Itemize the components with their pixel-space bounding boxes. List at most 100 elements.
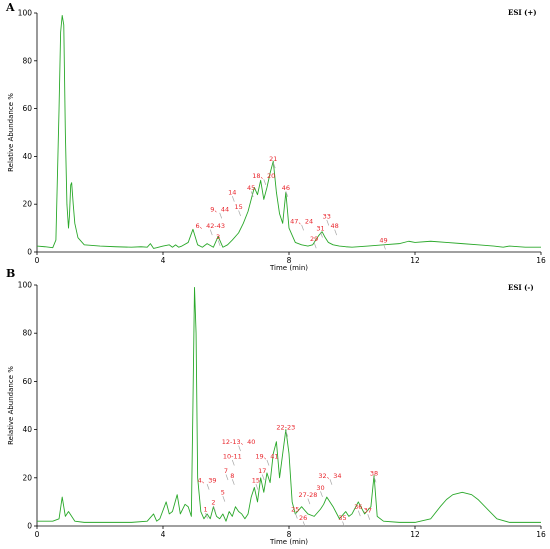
peak-leader-line	[205, 512, 208, 519]
peak-label: 22-23	[276, 424, 295, 432]
x-tick-label: 4	[161, 530, 166, 539]
y-axis-label: Relative Abundance %	[7, 366, 15, 445]
mode-label: ESI (+)	[508, 8, 537, 17]
peak-label: 29	[310, 235, 318, 243]
peak-leader-line	[206, 484, 210, 490]
peak-label: 32、34	[318, 472, 341, 480]
mode-label: ESI (-)	[508, 283, 534, 292]
peak-leader-line	[329, 479, 333, 485]
peak-leader-line	[334, 229, 338, 236]
y-tick-label: 80	[22, 329, 32, 338]
peak-label: 3	[216, 233, 220, 241]
peak-leader-line	[238, 210, 241, 217]
chromatogram-trace	[36, 14, 541, 249]
peak-label: 26	[299, 514, 307, 522]
peak-leader-line	[231, 196, 235, 202]
x-tick-label: 16	[536, 530, 546, 539]
y-tick-label: 40	[22, 425, 32, 434]
peak-leader-line	[231, 479, 235, 485]
peak-leader-line	[285, 430, 289, 437]
peak-leader-line	[222, 496, 226, 502]
peak-label: 21	[269, 155, 277, 163]
panel-label: B	[6, 267, 15, 280]
peak-label: 15	[234, 203, 242, 211]
peak-label: 38	[370, 469, 378, 477]
x-axis-label: Time (min)	[269, 538, 308, 546]
peak-leader-line	[263, 179, 267, 186]
y-tick-label: 0	[27, 248, 32, 257]
peak-leader-line	[326, 219, 330, 226]
y-tick-label: 20	[22, 473, 32, 482]
peak-label: 6、42-43	[195, 222, 225, 230]
peak-label: 15	[252, 477, 260, 485]
panel-label: A	[5, 1, 15, 14]
y-tick-label: 40	[22, 152, 32, 161]
peak-label: 48	[331, 222, 339, 230]
peak-leader-line	[373, 476, 377, 483]
y-tick-label: 20	[22, 200, 32, 209]
x-tick-label: 0	[35, 256, 40, 265]
x-tick-label: 12	[410, 530, 420, 539]
y-tick-label: 0	[27, 522, 32, 531]
peak-label: 5	[221, 489, 225, 497]
peak-leader-line	[250, 191, 254, 197]
peak-leader-line	[238, 445, 241, 452]
y-axis-label: Relative Abundance %	[7, 93, 15, 172]
panel-b: B ESI (-) 0 20 40 60 80 100 0 4 8 12 16 Time (min) Rel…	[6, 267, 546, 546]
peak-label: 2	[211, 498, 215, 506]
peak-leader-line	[313, 242, 317, 249]
peak-leader-line	[383, 243, 386, 250]
peak-label: 49	[379, 236, 387, 244]
chromatogram-trace	[37, 286, 541, 523]
peak-leader-line	[213, 505, 216, 512]
peak-label: 45	[247, 184, 255, 192]
peak-leader-line	[307, 498, 311, 505]
peak-leader-line	[320, 491, 323, 497]
peak-label: 46	[282, 184, 290, 192]
peak-label: 31	[316, 224, 324, 232]
peak-leader-line	[285, 191, 289, 197]
x-tick-label: 4	[161, 256, 166, 265]
peak-leader-line	[261, 474, 265, 481]
peak-label: 19、41	[255, 453, 278, 461]
peak-label: 4、39	[198, 477, 217, 485]
y-tick-label: 100	[18, 281, 33, 290]
peak-leader-line	[266, 459, 270, 466]
peak-leader-line	[217, 240, 221, 246]
x-tick-label: 8	[287, 256, 292, 265]
peak-leader-line	[367, 514, 371, 520]
peak-label: 9、44	[210, 205, 229, 213]
peak-leader-line	[342, 521, 345, 528]
y-tick-label: 60	[22, 104, 32, 113]
y-tick-label: 80	[22, 56, 32, 65]
peak-leader-line	[301, 224, 304, 231]
peak-leader-line	[225, 474, 229, 481]
peak-label: 18、20	[252, 172, 275, 180]
peak-label: 36	[354, 503, 362, 511]
peak-label: 47、24	[290, 217, 313, 225]
peak-leader-line	[294, 512, 298, 519]
peak-label: 14	[228, 189, 236, 197]
peak-leader-line	[231, 459, 235, 466]
peak-leader-line	[272, 162, 276, 169]
peak-label: 1	[203, 506, 207, 514]
peak-label: 25	[291, 506, 299, 514]
peak-label: 37	[364, 507, 372, 515]
peak-leader-line	[357, 510, 361, 517]
peak-leader-line	[219, 212, 223, 219]
x-tick-label: 0	[35, 530, 40, 539]
x-tick-label: 12	[410, 256, 420, 265]
peak-leader-line	[302, 521, 306, 528]
x-tick-label: 8	[287, 530, 292, 539]
peak-label: 35	[338, 514, 346, 522]
peak-label: 27-28	[298, 491, 317, 499]
peak-label: 33	[323, 213, 331, 221]
peak-leader-line	[320, 231, 323, 238]
peak-label: 30	[316, 484, 324, 492]
peak-label: 8	[230, 472, 234, 480]
peak-label: 12-13、40	[222, 438, 256, 446]
peak-label: 17	[258, 467, 266, 475]
y-tick-label: 100	[18, 9, 33, 18]
